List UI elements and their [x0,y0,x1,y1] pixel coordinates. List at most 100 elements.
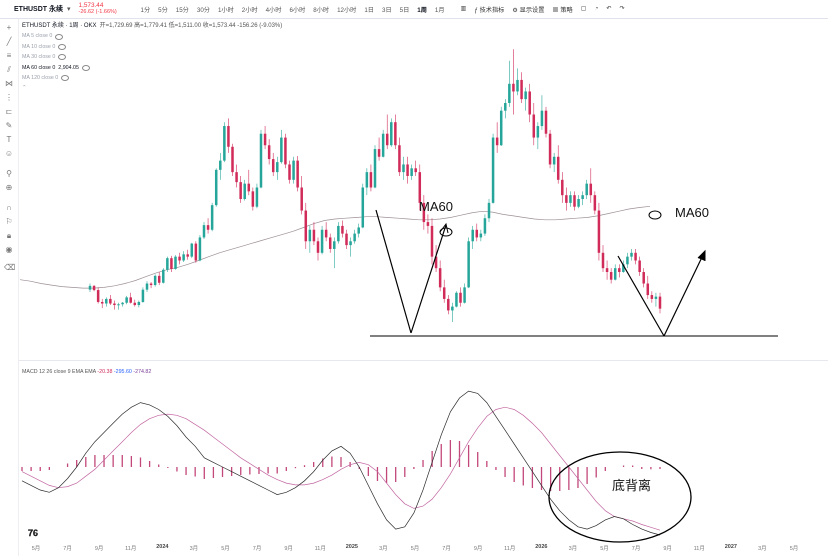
candle [296,160,299,188]
trash-icon[interactable]: ⌫ [4,263,16,272]
eye-icon[interactable] [81,64,90,71]
indicators-button[interactable]: ƒ 技术指标 [474,6,505,14]
emoji-icon[interactable]: ☺ [4,149,14,158]
legend-ohlc: 开=1,729.69 高=1,779.41 低=1,511.00 收=1,573… [99,23,283,29]
interval-12[interactable]: 5日 [399,6,410,14]
interval-13[interactable]: 1周 [417,6,427,14]
text-icon[interactable]: T [6,135,12,144]
candle [178,256,181,261]
candle [479,233,483,238]
interval-3[interactable]: 30分 [196,6,210,14]
strategy-button[interactable]: ▦ 策略 [552,6,573,14]
candle [312,229,316,242]
candle [410,168,413,176]
ma-label: MA 10 close 0 [22,43,56,50]
lock-drawing-icon[interactable]: ⚐ [5,217,13,226]
candle [532,114,536,138]
x-tick-label: 2026 [535,544,548,550]
pane-separator[interactable] [19,360,828,361]
candle [194,243,198,261]
magnet-icon[interactable]: ∩ [6,203,12,212]
ma60-marker-b [648,210,662,220]
candles-icon[interactable]: ▥ [460,4,467,12]
candle [385,133,389,146]
horizontal-lines-icon[interactable]: ≡ [6,51,12,60]
ma-legend-row[interactable]: MA 5 close 0 [22,31,282,41]
channel-icon[interactable]: ⫽ [7,65,11,74]
ma-legend-row[interactable]: MA 10 close 0 [22,42,282,52]
candle [467,241,470,288]
ma-legend-row[interactable]: MA 120 close 0 [22,73,282,83]
eye-icon[interactable] [58,44,67,51]
interval-9[interactable]: 12小时 [337,6,357,14]
candle [377,149,381,157]
eye-icon[interactable]: ◉ [5,245,13,254]
x-tick-label: 9月 [473,546,483,552]
eye-icon[interactable] [61,75,70,82]
candle [475,229,479,238]
candle [544,110,548,134]
interval-7[interactable]: 6小时 [289,6,306,14]
fib-icon[interactable]: ⋮ [5,93,13,102]
macd-legend: MACD 12 26 close 9 EMA EMA -20.38 -295.6… [22,369,151,375]
symbol-name[interactable]: ETHUSDT 永续 [14,6,63,13]
candle [394,122,397,146]
candle [333,241,336,249]
lock-icon[interactable]: 🔒︎ [6,231,12,240]
candle [390,122,393,146]
crosshair-icon[interactable]: + [6,23,12,32]
candle [324,229,328,238]
candle [149,283,153,286]
zoom-icon[interactable]: ⊕ [5,183,13,192]
brush-icon[interactable]: ✎ [5,121,13,130]
ma-legend-row[interactable]: MA 60 close 0 2,904.05 [22,63,282,73]
chevron-up-icon[interactable]: ⌃ [22,85,27,92]
legend-collapse[interactable]: ⌃ [22,83,282,93]
interval-10[interactable]: 1日 [364,6,374,14]
top-toolbar: ETHUSDT 永续 ▾ 1,573.44 -26.62 (-1.66%) 1分… [0,0,828,19]
candle [442,287,446,299]
candle [569,195,572,203]
ma-legend-row[interactable]: MA 30 close 0 [22,52,282,62]
candle [145,283,149,290]
candle [280,137,283,163]
candle [365,172,369,188]
interval-2[interactable]: 15分 [175,6,189,14]
interval-5[interactable]: 2小时 [241,6,258,14]
measure-icon[interactable]: ⚲ [6,169,12,178]
candle [438,268,442,288]
undo-icon[interactable]: ↶ [606,4,612,12]
candle [552,156,556,165]
interval-14[interactable]: 1月 [434,6,445,14]
candle [398,145,401,173]
display-settings-button[interactable]: ⚙ 显示设置 [512,6,545,14]
eye-icon[interactable] [58,54,67,61]
candle [170,258,173,269]
chevron-down-icon[interactable]: ▾ [67,6,71,13]
candle [227,126,230,147]
layout-icon[interactable]: ▢ [580,4,587,12]
redo-icon[interactable]: ↷ [619,4,625,12]
interval-0[interactable]: 1分 [140,6,151,14]
alert-icon[interactable]: ◔ [594,4,599,12]
candle [381,133,385,157]
ma-label: MA 30 close 0 [22,54,56,61]
interval-8[interactable]: 8小时 [313,6,330,14]
ruler-icon[interactable]: ⊏ [5,107,13,116]
candle [276,162,279,173]
interval-4[interactable]: 1小时 [217,6,234,14]
candle [556,156,560,180]
candle [182,254,185,261]
candle [650,295,654,299]
pattern-icon[interactable]: ⋈ [5,79,13,88]
interval-selector: 1分 5分 15分 30分 1小时 2小时 4小时 6小时 8小时 12小时 1日 3日 5日 1周 1月 [137,5,449,14]
interval-1[interactable]: 5分 [158,6,168,14]
interval-6[interactable]: 4小时 [265,6,282,14]
interval-11[interactable]: 3日 [382,6,392,14]
x-tick-label: 11月 [314,546,326,552]
drawn-trend-up-2 [663,252,705,337]
arrowhead-2 [697,249,706,261]
trendline-icon[interactable]: ╱ [6,37,12,46]
eye-icon[interactable] [55,33,64,40]
